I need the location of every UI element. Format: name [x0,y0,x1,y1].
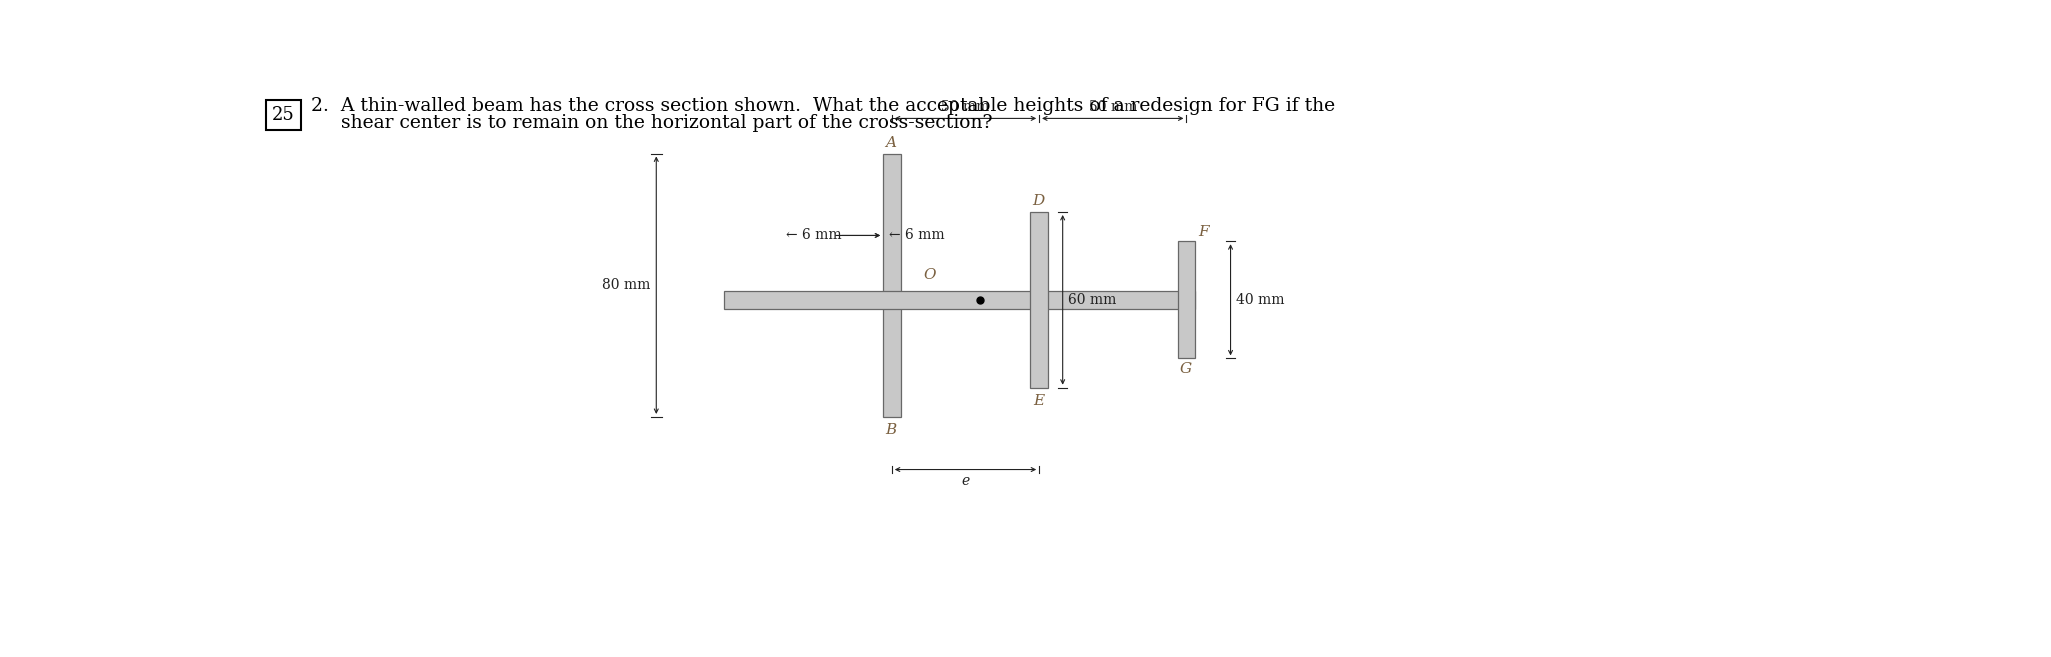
Text: 60 mm: 60 mm [1069,293,1116,307]
Text: ← 6 mm: ← 6 mm [786,229,841,242]
Bar [884,154,900,417]
Bar [1030,212,1048,388]
Text: 50 mm: 50 mm [1089,100,1136,114]
Bar [724,291,1196,309]
Text: O: O [923,268,935,283]
Text: G: G [1179,362,1192,376]
Text: ← 6 mm: ← 6 mm [888,229,946,242]
Text: e: e [962,474,970,488]
Text: 25: 25 [273,106,295,124]
Text: shear center is to remain on the horizontal part of the cross-section?: shear center is to remain on the horizon… [310,114,993,133]
Text: A: A [886,136,896,150]
Text: 40 mm: 40 mm [1237,293,1284,307]
Text: D: D [1032,194,1044,208]
Bar [267,100,301,131]
Text: 2.  A thin-walled beam has the cross section shown.  What the acceptable heights: 2. A thin-walled beam has the cross sect… [310,97,1335,115]
Text: 80 mm: 80 mm [601,278,650,292]
Text: B: B [886,423,896,437]
Text: F: F [1198,225,1208,239]
Text: 50 mm: 50 mm [941,100,991,114]
Bar [1177,241,1196,358]
Text: E: E [1034,394,1044,408]
